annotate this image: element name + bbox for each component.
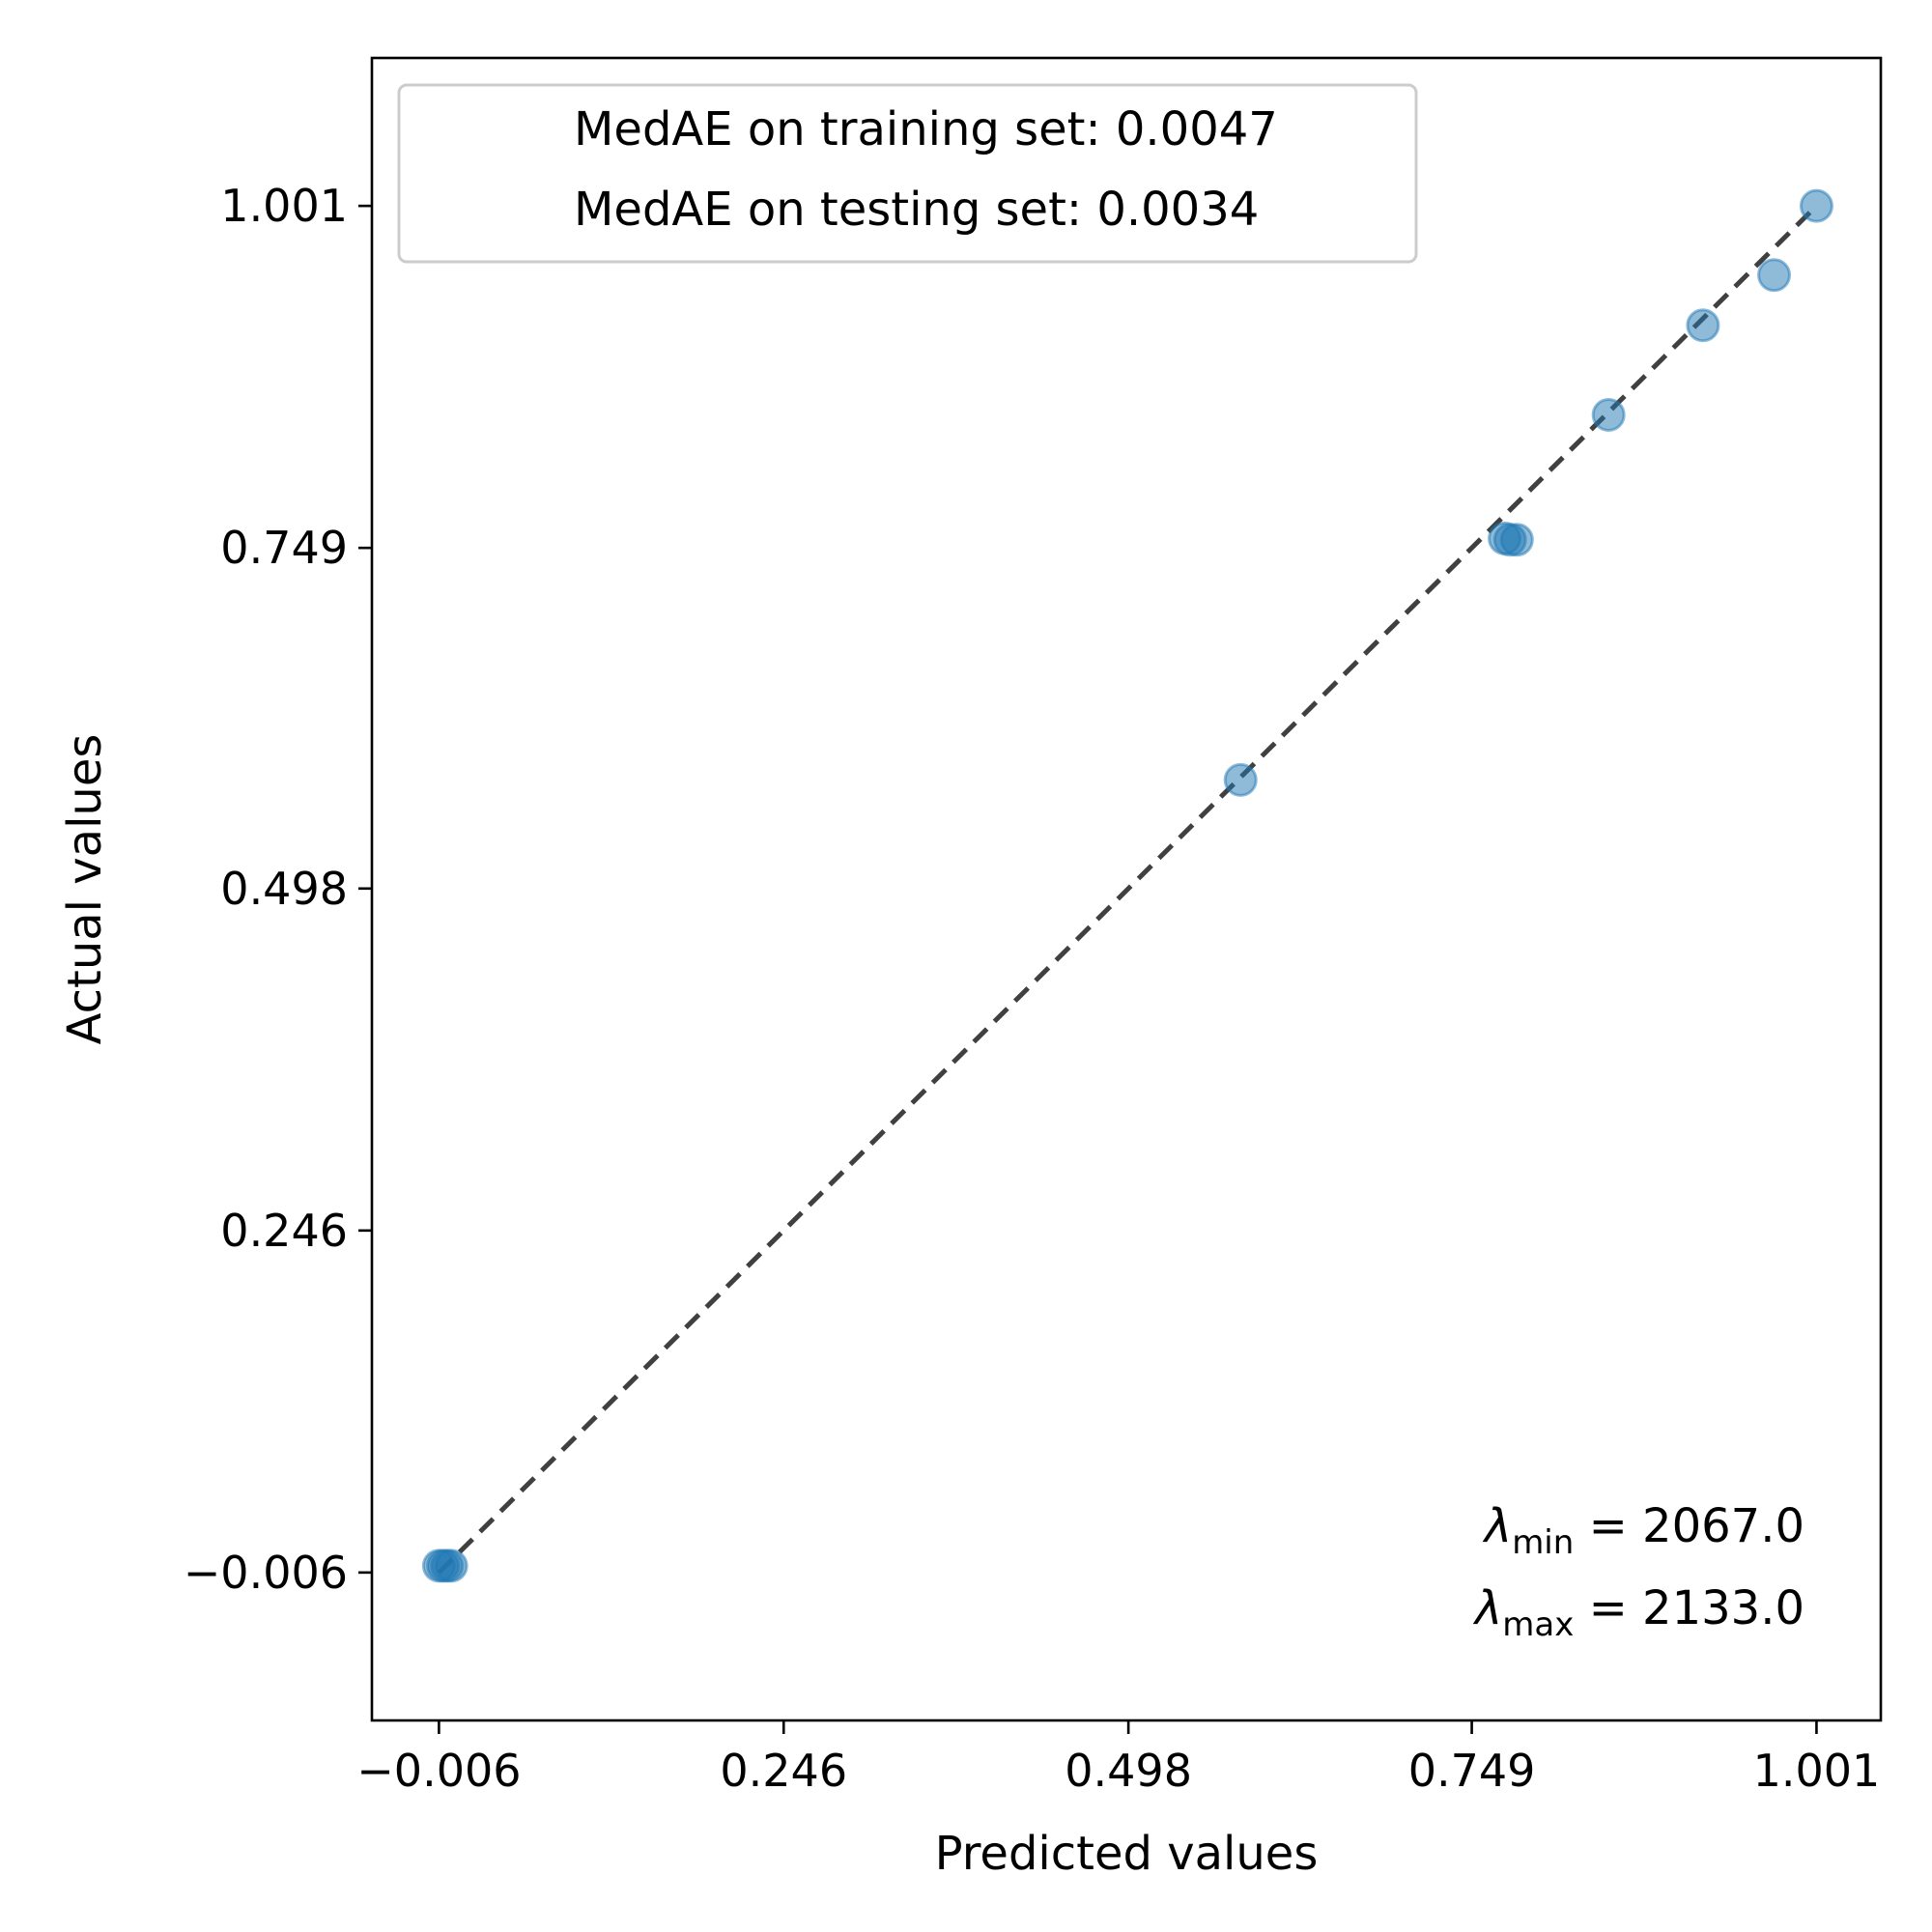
data-point-8 (1591, 397, 1626, 432)
x-tick-label: 1.001 (1753, 1745, 1881, 1797)
lambda-max-value: = 2133.0 (1574, 1581, 1804, 1635)
y-tick-label: 0.498 (220, 863, 348, 915)
y-tick-label: 0.246 (220, 1205, 348, 1257)
x-tick-label: 0.246 (720, 1745, 847, 1797)
y-axis-label: Actual values (58, 734, 112, 1045)
y-tick-label: 1.001 (220, 180, 348, 232)
lambda-min-annotation: λmin = 2067.0 (1482, 1499, 1804, 1562)
legend-entry-training: MedAE on training set: 0.0047 (574, 102, 1278, 156)
lambda-symbol: λ (1472, 1581, 1502, 1635)
data-point-10 (1757, 258, 1792, 293)
x-axis-label: Predicted values (935, 1827, 1319, 1881)
data-point-3 (434, 1548, 469, 1583)
annotations: λmin = 2067.0 λmax = 2133.0 (1472, 1499, 1804, 1644)
data-point-11 (1799, 188, 1833, 223)
x-tick-label: 0.749 (1408, 1745, 1536, 1797)
legend: MedAE on training set: 0.0047 MedAE on t… (397, 83, 1418, 264)
lambda-max-annotation: λmax = 2133.0 (1472, 1581, 1804, 1644)
lambda-min-subscript: min (1512, 1523, 1574, 1562)
lambda-symbol: λ (1482, 1499, 1512, 1553)
y-tick-label: 0.749 (220, 522, 348, 574)
data-point-7 (1499, 523, 1534, 557)
reference-line-group (437, 204, 1819, 1575)
lambda-min-value: = 2067.0 (1574, 1499, 1804, 1553)
legend-entry-testing: MedAE on testing set: 0.0034 (574, 183, 1259, 237)
points-group (421, 188, 1833, 1583)
x-tick-label: −0.006 (356, 1745, 521, 1797)
identity-reference-line (437, 204, 1819, 1575)
lambda-max-subscript: max (1502, 1605, 1574, 1644)
y-tick-label: −0.006 (184, 1547, 348, 1599)
data-point-4 (1223, 762, 1258, 797)
x-ticks-group: −0.006 0.246 0.498 0.749 1.001 (356, 1720, 1880, 1797)
legend-box (397, 83, 1418, 264)
x-tick-label: 0.498 (1065, 1745, 1192, 1797)
data-point-9 (1686, 308, 1720, 343)
y-ticks-group: −0.006 0.246 0.498 0.749 1.001 (184, 180, 372, 1599)
